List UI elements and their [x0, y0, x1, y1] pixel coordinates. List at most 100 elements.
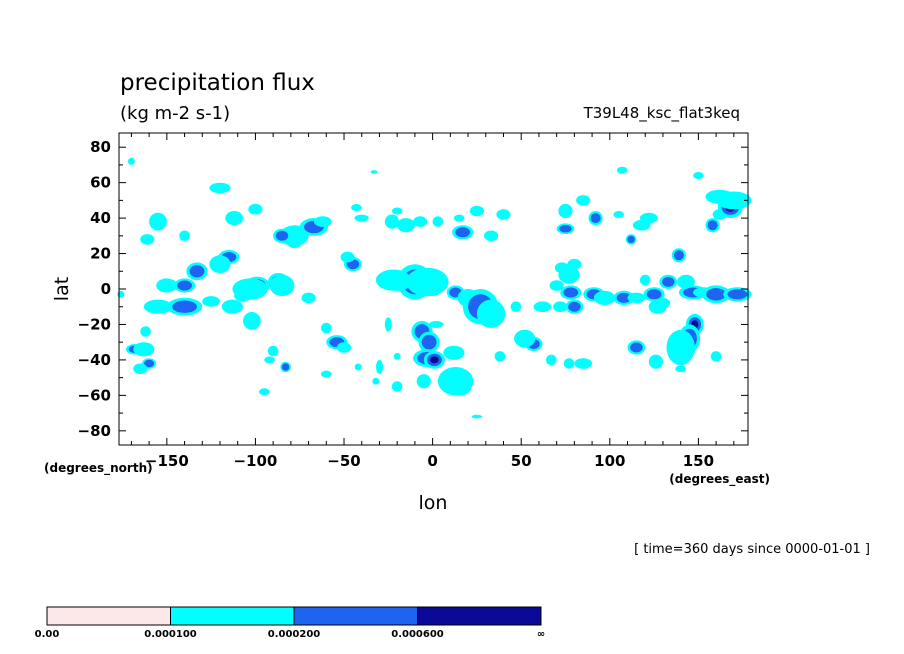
y-tick-label: −60: [78, 386, 111, 404]
precip-cell: [267, 345, 279, 357]
precip-cell: [243, 312, 261, 330]
precip-cell: [354, 214, 369, 222]
precip-cell: [553, 301, 568, 313]
precip-cell: [127, 157, 135, 165]
y-tick-label: 60: [90, 174, 111, 192]
precip-cell: [716, 191, 752, 210]
precip-cell: [563, 287, 579, 298]
colorbar-label: 0.000600: [391, 629, 444, 640]
y-tick-label: 20: [90, 245, 111, 263]
precip-cell: [429, 321, 444, 328]
x-axis: −150 −100 −50 0 50 100 150: [130, 133, 735, 470]
precip-cell: [437, 367, 474, 396]
precip-cell: [156, 278, 178, 293]
precip-cell: [321, 370, 332, 378]
precip-cell: [496, 209, 511, 220]
precip-cell: [675, 365, 686, 373]
precip-cell: [372, 377, 380, 385]
precip-cell: [321, 322, 332, 334]
precip-cell: [646, 289, 662, 300]
precip-cell: [494, 351, 506, 362]
precip-cell: [133, 363, 148, 375]
precip-cell: [469, 205, 484, 217]
y-axis: 80 60 40 20 0 −20 −40 −60 −80: [78, 138, 748, 440]
precip-cell: [559, 225, 572, 233]
precip-cell: [443, 345, 465, 360]
y-tick-label: 80: [90, 138, 111, 156]
precip-cell: [533, 301, 552, 313]
precip-cell: [209, 255, 231, 274]
precip-cell: [391, 207, 403, 215]
precip-cell: [202, 296, 221, 307]
precip-cell: [221, 299, 243, 314]
x-tick-label: 0: [427, 452, 437, 470]
precip-cell: [269, 274, 295, 297]
precip-cell: [384, 214, 399, 229]
precip-cell: [627, 235, 635, 244]
colorbar-swatch: [170, 606, 295, 626]
precip-cell: [630, 342, 643, 353]
precip-cell: [406, 267, 449, 297]
precip-cell: [727, 289, 748, 300]
colorbar-label: 0.000200: [268, 629, 321, 640]
precip-cell: [413, 216, 428, 227]
precip-cell: [627, 292, 646, 304]
precip-cell: [391, 381, 403, 392]
precip-cell: [264, 356, 275, 364]
precip-cell: [549, 280, 564, 291]
precip-cell: [677, 274, 695, 289]
precip-cell: [393, 352, 401, 360]
x-tick-label: −150: [145, 452, 189, 470]
precip-cell: [287, 237, 302, 249]
precip-cell: [613, 211, 624, 218]
precip-cell: [590, 213, 601, 224]
precip-cell: [710, 351, 722, 362]
precip-cell: [693, 172, 704, 179]
precip-cell: [632, 219, 651, 231]
precip-cell: [225, 211, 244, 226]
precip-cell: [514, 329, 536, 348]
precip-cell: [576, 195, 591, 206]
precip-cell: [149, 212, 167, 231]
colorbar-label: 0.00: [35, 629, 60, 640]
colorbar: 0.00 0.000100 0.000200 0.000600 ∞: [35, 606, 545, 640]
precip-cell: [232, 278, 268, 300]
x-axis-label: lon: [419, 492, 448, 514]
precip-cell: [430, 356, 439, 364]
y-tick-label: −40: [78, 351, 111, 369]
precip-cell: [574, 358, 593, 369]
colorbar-label: 0.000100: [144, 629, 197, 640]
precip-cell: [558, 203, 573, 219]
colorbar-swatch: [46, 606, 171, 626]
precip-cell: [140, 326, 151, 337]
colorbar-swatch: [417, 606, 542, 626]
precip-cell: [666, 329, 695, 366]
precip-cell: [484, 230, 499, 242]
x-tick-label: 50: [511, 452, 532, 470]
precip-cell: [354, 363, 362, 371]
precip-cell: [707, 220, 718, 231]
time-label: [ time=360 days since 0000-01-01 ]: [634, 542, 870, 557]
y-unit-label: (degrees_north): [44, 461, 153, 476]
precip-cell: [563, 358, 575, 369]
precip-cell: [384, 317, 392, 332]
precip-cell: [648, 354, 664, 369]
precip-cell: [189, 265, 205, 278]
precip-cell: [117, 290, 125, 298]
precip-cell: [351, 204, 362, 211]
precip-cell: [673, 250, 684, 261]
precip-cell: [140, 234, 155, 245]
precip-cell: [554, 262, 570, 274]
precip-cell: [655, 297, 671, 309]
colorbar-swatch: [293, 606, 418, 626]
x-unit-label: (degrees_east): [669, 472, 770, 487]
chart-units: (kg m-2 s-1): [120, 103, 230, 124]
x-tick-label: −50: [327, 452, 360, 470]
x-tick-label: 150: [683, 452, 714, 470]
precip-cell: [453, 214, 465, 222]
y-tick-label: 0: [101, 280, 111, 298]
precip-cell: [144, 359, 155, 368]
precip-cell: [301, 292, 316, 304]
y-axis-label: lat: [51, 277, 73, 301]
